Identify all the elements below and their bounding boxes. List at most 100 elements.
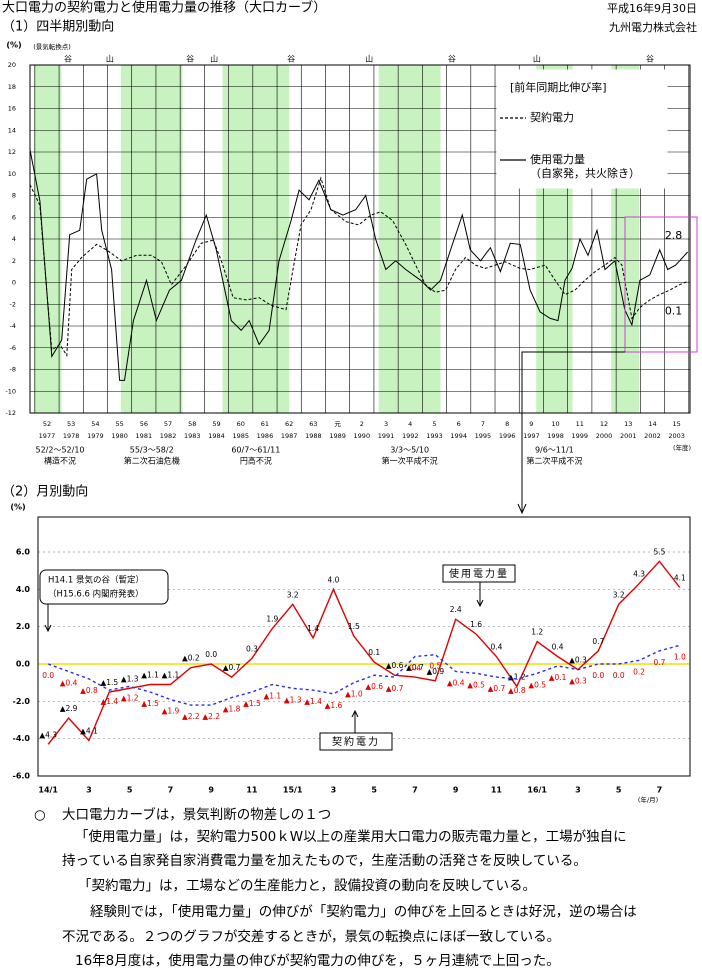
value-label: ▲0.6: [386, 661, 404, 670]
note-heading: 大口電力カーブは，景気判断の物差しの１つ: [62, 806, 331, 823]
x-tick-label: 2003: [668, 432, 685, 440]
series-callout: 使用電力量: [449, 567, 509, 580]
value-label: ▲1.2: [508, 672, 526, 681]
x-era-label: 15: [673, 420, 681, 428]
x-era-label: 6: [457, 420, 461, 428]
y-tick-label: 8: [12, 192, 16, 200]
y-tick-label: 10: [8, 170, 16, 178]
end-value-label: 2.8: [665, 229, 683, 242]
y-tick-label: -10: [5, 387, 16, 395]
x-tick-label: 1998: [547, 432, 564, 440]
series-line: [47, 560, 681, 745]
x-era-label: 57: [164, 420, 172, 428]
note-line: 「使用電力量」は，契約電力500ｋW以上の産業用大口電力の販売電力量と，工場が独…: [75, 828, 627, 845]
y-tick-label: -4: [10, 322, 16, 330]
callout-arrow: [351, 709, 359, 733]
value-label: 0.1: [368, 648, 380, 657]
value-label: ▲1.2: [121, 693, 139, 702]
x-tick-label: 1995: [475, 432, 492, 440]
value-label: ▲2.2: [202, 712, 220, 721]
value-label: ▲0.7: [488, 684, 506, 693]
x-tick-label: 1986: [257, 432, 274, 440]
x-era-label: 62: [285, 420, 293, 428]
value-label: 0.2: [633, 667, 645, 676]
turning-point-note: (景気転換点): [33, 42, 71, 51]
y-tick-label: -12: [5, 409, 16, 417]
band-caption: 円高不況: [240, 456, 272, 466]
x-tick-label: 1987: [281, 432, 298, 440]
note-line: 持っている自家発自家消費電力量を加えたもので，生産活動の活発さを反映している。: [62, 853, 587, 869]
y-tick-label: 4: [12, 235, 16, 243]
x-tick-label: 1990: [354, 432, 371, 440]
note-line: 16年8月度は，使用電力量の伸びが契約電力の伸びを，５ヶ月連続で上回った。: [75, 952, 560, 968]
section-title: （2）月別動向: [2, 484, 88, 500]
x-tick-label: 1999: [572, 432, 589, 440]
x-era-label: 53: [67, 420, 75, 428]
y-tick-label: 12: [8, 148, 16, 156]
x-tick-label: 5: [616, 786, 622, 795]
value-label: ▲0.8: [508, 686, 526, 695]
cycle-marker: 谷: [64, 55, 72, 64]
x-tick-label: 2000: [596, 432, 613, 440]
value-label: ▲1.1: [263, 692, 281, 701]
x-tick-label: 1997: [523, 432, 540, 440]
value-label: ▲0.5: [467, 680, 485, 689]
end-value-label: 0.1: [665, 304, 683, 317]
y-tick-label: 6.0: [16, 548, 31, 557]
x-era-label: 56: [140, 420, 148, 428]
y-tick-label: -2: [10, 300, 16, 308]
value-label: ▲1.1: [162, 671, 180, 680]
value-label: 0.7: [653, 658, 665, 667]
series-line: [47, 644, 680, 706]
value-label: ▲0.5: [528, 680, 546, 689]
value-label: ▲0.7: [406, 663, 424, 672]
band-caption: 第二次平成不況: [526, 456, 582, 466]
value-label: 1.2: [531, 628, 543, 637]
legend-note: （自家発，共火除き）: [530, 166, 640, 180]
plot-frame: [29, 64, 691, 414]
series-callout: 契約電力: [332, 735, 380, 748]
x-tick-label: 1993: [426, 432, 443, 440]
highlight-box: [624, 216, 698, 353]
x-era-label: 9: [529, 420, 533, 428]
y-tick-label: -8: [10, 366, 16, 374]
series-line: [29, 149, 688, 381]
band-caption: 第二次石油危機: [124, 456, 180, 466]
x-era-label: 3: [384, 420, 388, 428]
value-label: ▲2.9: [60, 704, 78, 713]
series-callout-box: [442, 564, 516, 583]
value-label: 0.0: [42, 671, 54, 680]
value-label: 5.5: [653, 547, 665, 556]
value-label: ▲1.6: [325, 701, 343, 710]
band-period: 60/7～61/11: [231, 446, 280, 455]
highlight-connector: [517, 351, 625, 515]
value-label: ▲0.8: [80, 686, 98, 695]
band-period: 3/3～5/10: [390, 446, 429, 455]
x-era-label: 11: [576, 420, 584, 428]
band-caption: 第一次平成不況: [382, 456, 438, 466]
y-tick-label: 6: [12, 213, 16, 221]
value-label: ▲1.1: [141, 671, 159, 680]
x-tick-label: 1991: [378, 432, 395, 440]
x-tick-label: 1981: [136, 432, 153, 440]
x-tick-label: 2001: [620, 432, 637, 440]
legend-label: 使用電力量: [530, 153, 585, 166]
value-label: 0.4: [552, 643, 564, 652]
value-label: ▲0.3: [569, 677, 587, 686]
x-era-label: 14: [648, 420, 656, 428]
plot-frame: [37, 516, 691, 777]
value-label: ▲0.2: [182, 654, 200, 663]
y-axis-label: (%): [6, 41, 21, 50]
note-line: 不況である。２つのグラフが交差するときが，景気の転換点にほぼ一致している。: [62, 929, 560, 945]
x-era-label: 52: [43, 420, 51, 428]
cycle-marker: 谷: [186, 55, 194, 64]
cycle-marker: 谷: [448, 55, 456, 64]
value-label: ▲1.0: [345, 690, 363, 699]
x-tick-label: 15/1: [283, 786, 303, 795]
x-era-label: 7: [481, 420, 485, 428]
cycle-marker: 谷: [287, 55, 295, 64]
value-label: ▲0.4: [447, 678, 465, 687]
value-label: 0.0: [613, 671, 625, 680]
y-tick-label: 20: [8, 61, 16, 69]
